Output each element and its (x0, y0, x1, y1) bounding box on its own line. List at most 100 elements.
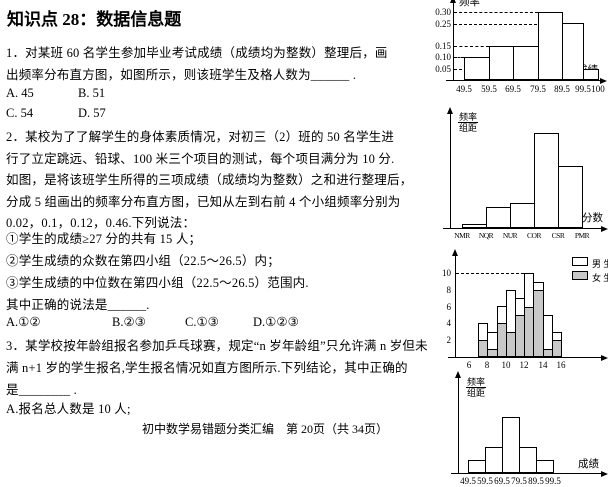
y-tick-label: 0.15 (435, 41, 451, 51)
x-tick-label: 8 (484, 360, 490, 370)
x-axis-arrow-icon (601, 355, 608, 361)
x-tick-label: NQR (478, 231, 494, 240)
x-axis-arrow-icon (601, 226, 608, 232)
boys-bar-segment (552, 332, 562, 341)
x-tick-label: PMR (574, 231, 590, 240)
q2-line: 2．某校为了了解学生的身体素质情况，对初三（2）班的 50 名学生进 (6, 130, 395, 144)
x-tick-label: CSR (551, 231, 565, 240)
histogram-bar (513, 46, 539, 80)
q3-option-a: A.报名总人数是 10 人; (6, 402, 131, 416)
y-axis (453, 0, 454, 81)
y-axis-label-denominator: 组距 (459, 123, 478, 133)
y-tick-label: 10 (442, 268, 451, 278)
y-axis-label-fraction: 频率 组距 (466, 377, 487, 398)
x-tick-label: 79.5 (511, 476, 527, 486)
y-tick-label: 0.10 (435, 52, 451, 62)
q1-option-b: B. 51 (78, 86, 106, 100)
histogram-bar (558, 166, 583, 228)
y-axis-arrow-icon (447, 107, 453, 114)
y-axis (458, 375, 459, 474)
x-tick-label: 99.5 (545, 476, 561, 486)
y-axis (450, 112, 451, 229)
histogram-bar (536, 460, 554, 473)
x-axis-label: 成绩 (578, 459, 599, 470)
y-axis-label-numerator: 频率 (466, 377, 487, 388)
x-tick-label: 49.5 (456, 84, 472, 94)
histogram-bar (468, 460, 486, 473)
q3-blank-line: 是________ . (6, 383, 77, 397)
y-tick-label: 0.25 (435, 19, 451, 29)
x-tick-label: 16 (556, 360, 566, 370)
q2-statement-3: ③学生成绩的中位数在第四小组（22.5～26.5）范围内. (6, 276, 309, 290)
x-axis-arrow-icon (601, 471, 608, 477)
legend-girls-swatch (572, 271, 588, 280)
legend-girls-label: 女 生 (592, 273, 608, 283)
histogram-bar (583, 69, 599, 80)
q2-blank-line: 其中正确的说法是______. (6, 298, 150, 312)
x-tick-label: 99.5 (575, 84, 591, 94)
guide-dashed-line (454, 46, 489, 47)
histogram-bar (510, 203, 535, 228)
y-tick-label: 2 (446, 335, 452, 345)
x-tick-label: 89.5 (528, 476, 544, 486)
x-tick-label: 10 (501, 360, 511, 370)
x-tick-label: 12 (519, 360, 529, 370)
guide-dashed-line (454, 24, 562, 25)
guide-dashed-line (456, 273, 524, 274)
q1-line: 1．对某班 60 名学生参加毕业考试成绩（成绩均为整数）整理后，画 (6, 46, 388, 60)
q2-line: 行了立定跳远、铅球、100 米三个项目的测试，每个项目满分为 10 分. (6, 152, 395, 166)
x-tick-label: 69.5 (494, 476, 510, 486)
x-tick-label: 100 (591, 84, 605, 94)
y-axis-label-fraction: 频率 组距 (458, 112, 479, 133)
q1-line: 出频率分布直方图，如图所示，则该班学生及格人数为______ . (6, 68, 357, 82)
x-tick-label: 59.5 (477, 476, 493, 486)
x-axis-arrow-icon (600, 78, 607, 84)
histogram-bar (562, 23, 584, 80)
q3-line: 3．某学校按年龄组报名参加乒乓球赛，规定“n 岁年龄组”只允许满 n 岁但未 (6, 339, 428, 353)
q2-line: 如图，是将该班学生所得的三项成绩（成绩均为整数）之和进行整理后， (6, 173, 413, 187)
x-axis (451, 473, 605, 474)
q1-option-d: D. 57 (78, 106, 106, 120)
q2-line: 0.02，0.1，0.12，0.46.下列说法： (6, 216, 196, 230)
y-axis (455, 253, 456, 358)
x-axis (446, 80, 602, 81)
histogram-bar (502, 417, 520, 473)
page-footer: 初中数学易错题分类汇编 第 20页（共 34页） (142, 422, 389, 436)
histogram-bar (519, 447, 537, 473)
y-axis-arrow-icon (455, 371, 461, 378)
legend-boys-swatch (572, 257, 588, 266)
x-tick-label: 69.5 (505, 84, 521, 94)
x-tick-label: 14 (538, 360, 548, 370)
q2-option-a: A.①② (6, 315, 41, 329)
y-tick-label: 0.05 (435, 64, 451, 74)
histogram-bar (538, 12, 563, 80)
q2-line: 分成 5 组画出的频率分布直方图，已知从左到右前 4 个小组频率分别为 (6, 195, 401, 209)
y-axis-label-numerator: 频率 (458, 112, 479, 123)
histogram-bar (534, 133, 559, 228)
boys-bar-segment (533, 282, 544, 291)
x-tick-label: 49.5 (460, 476, 476, 486)
x-tick-label: 89.5 (554, 84, 570, 94)
y-tick-label: 8 (446, 285, 452, 295)
y-tick-label: 4 (446, 318, 452, 328)
q2-option-d: D.①②③ (253, 315, 299, 329)
y-axis-arrow-icon (450, 0, 456, 3)
x-tick-label: 6 (466, 360, 472, 370)
y-tick-label: 6 (446, 302, 452, 312)
x-tick-label: 79.5 (530, 84, 546, 94)
q2-statement-2: ②学生成绩的众数在第四小组（22.5～26.5）内； (6, 254, 280, 268)
q1-option-a: A. 45 (6, 86, 34, 100)
guide-dashed-line (454, 57, 464, 58)
x-tick-label: COR (527, 231, 541, 240)
q2-statement-1: ①学生的成绩≥27 分的共有 15 人； (6, 232, 202, 246)
q2-option-c: C.①③ (185, 315, 219, 329)
legend-boys-label: 男 生 (592, 259, 608, 269)
y-axis-label-denominator: 组距 (467, 388, 486, 398)
y-axis-arrow-icon (452, 249, 458, 256)
x-tick-label: 59.5 (481, 84, 497, 94)
girls-bar-segment (552, 340, 562, 357)
histogram-bar (464, 57, 490, 80)
x-axis (448, 357, 603, 358)
y-tick-label: 0.30 (435, 7, 451, 17)
